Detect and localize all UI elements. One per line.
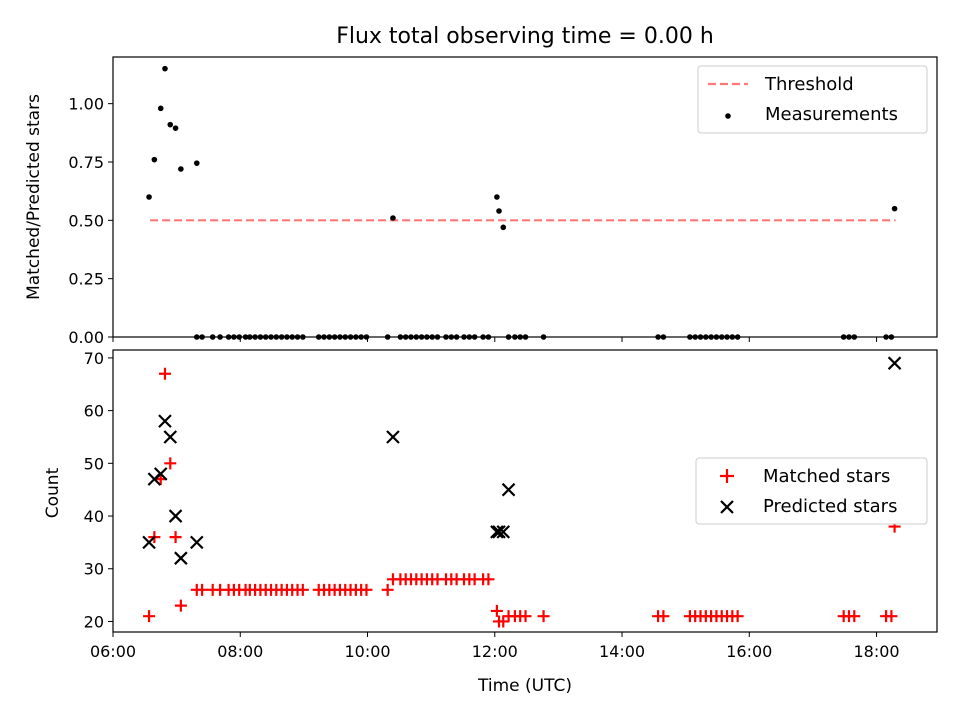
top-y-tick-label: 0.00	[68, 328, 104, 347]
measurement-point	[193, 160, 200, 166]
predicted-star-point	[492, 525, 506, 539]
bottom-axes-frame	[112, 349, 938, 633]
measurement-point	[178, 166, 184, 172]
bottom-x-tick-label: 08:00	[217, 642, 263, 661]
matched-star-point	[381, 583, 394, 596]
legend-measurements-label: Measurements	[765, 104, 898, 125]
top-legend-box	[697, 65, 928, 134]
measurement-point	[157, 105, 164, 112]
bottom-y-tick-label: 50	[84, 454, 104, 473]
bottom-y-tick-label: 60	[84, 402, 104, 421]
measurement-point	[162, 65, 168, 72]
top-panel: 0.00 0.25 0.50 0.75 1.00 Matched/Predicted s…	[24, 56, 938, 347]
matched-star-point	[482, 573, 495, 586]
predicted-star-point	[887, 356, 902, 370]
bottom-y-ticks: 20 30 40 50 60 70	[84, 349, 113, 631]
predicted-star-point	[501, 482, 516, 497]
bottom-x-tick-label: 10:00	[344, 642, 390, 661]
bottom-y-tick-label: 20	[84, 612, 104, 631]
predicted-star-point	[386, 430, 400, 444]
bottom-legend-box	[695, 457, 928, 525]
top-axes-frame	[112, 56, 938, 338]
predicted-star-point	[190, 535, 204, 550]
legend-matched-label: Matched stars	[763, 466, 890, 487]
matched-star-point	[360, 583, 373, 596]
measurement-point	[151, 156, 158, 163]
matched-star-point	[296, 583, 309, 596]
predicted-star-point	[168, 509, 183, 523]
top-y-ticks: 0.00 0.25 0.50 0.75 1.00	[68, 95, 113, 347]
matched-star-point	[174, 599, 187, 612]
bottom-y-tick-label: 40	[84, 507, 104, 526]
top-legend: Threshold Measurements	[697, 65, 928, 134]
matched-star-point	[143, 610, 156, 623]
predicted-star-point	[496, 525, 511, 539]
legend-predicted-swatch	[720, 500, 734, 514]
bottom-x-tick-label: 16:00	[726, 642, 772, 661]
predicted-star-point	[163, 430, 178, 444]
matched-star-point	[731, 610, 744, 623]
matched-star-point	[196, 583, 209, 596]
matched-star-point	[164, 457, 177, 470]
predicted-star-point	[158, 414, 172, 428]
legend-predicted-label: Predicted stars	[763, 496, 897, 517]
matched-star-point	[885, 610, 898, 623]
bottom-marks	[142, 356, 902, 628]
top-y-tick-label: 0.75	[68, 153, 104, 172]
matched-star-point	[657, 610, 670, 623]
matched-star-point	[848, 610, 861, 623]
matched-star-point	[497, 615, 510, 628]
top-y-tick-label: 1.00	[68, 95, 104, 114]
bottom-x-tick-label: 12:00	[472, 642, 518, 661]
matched-star-point	[169, 531, 182, 544]
matched-star-point	[158, 367, 171, 380]
chart-title: Flux total observing time = 0.00 h	[336, 24, 714, 49]
measurement-point	[172, 125, 179, 131]
top-y-tick-label: 0.50	[68, 211, 104, 230]
legend-measurements-swatch	[725, 113, 731, 119]
matched-star-point	[519, 610, 532, 623]
measurement-point	[390, 215, 396, 221]
predicted-star-point	[153, 467, 168, 481]
bottom-x-tick-label: 18:00	[853, 642, 899, 661]
predicted-star-point	[490, 525, 504, 539]
measurement-point	[891, 205, 898, 212]
bottom-legend: Matched stars Predicted stars	[695, 457, 928, 525]
bottom-x-tick-label: 06:00	[90, 642, 136, 661]
bottom-y-tick-label: 30	[84, 560, 104, 579]
bottom-ylabel: Count	[43, 467, 63, 518]
bottom-xlabel: Time (UTC)	[477, 676, 572, 696]
predicted-star-point	[142, 535, 156, 550]
top-y-tick-label: 0.25	[68, 270, 104, 289]
measurement-point	[500, 224, 507, 231]
predicted-star-point	[174, 551, 188, 565]
bottom-panel: 20 30 40 50 60 70 06:00 08:00 10:00 12:00 14:00 16…	[43, 349, 938, 696]
bottom-x-ticks: 06:00 08:00 10:00 12:00 14:00 16:00 18:00	[90, 632, 900, 661]
measurement-point	[496, 208, 502, 214]
bottom-x-tick-label: 14:00	[599, 642, 645, 661]
legend-threshold-label: Threshold	[764, 74, 854, 95]
matched-star-point	[537, 610, 550, 623]
measurement-point	[167, 121, 174, 128]
top-ylabel: Matched/Predicted stars	[24, 94, 44, 300]
matched-star-point	[490, 604, 503, 617]
measurement-point	[494, 194, 500, 200]
legend-matched-swatch	[720, 469, 734, 483]
top-x-ticks	[112, 337, 878, 342]
bottom-y-tick-label: 70	[84, 349, 104, 368]
measurement-point	[146, 194, 152, 200]
